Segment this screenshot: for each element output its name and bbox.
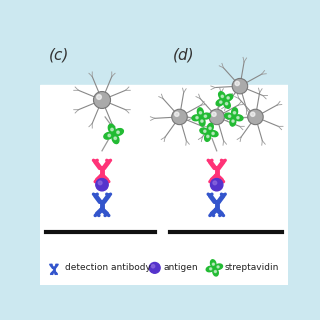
Circle shape <box>198 114 204 120</box>
Circle shape <box>213 181 217 185</box>
Circle shape <box>232 78 248 94</box>
Circle shape <box>97 95 101 100</box>
Circle shape <box>199 112 202 114</box>
Circle shape <box>175 112 179 116</box>
Circle shape <box>214 270 216 273</box>
Text: streptavidin: streptavidin <box>224 263 279 272</box>
Circle shape <box>237 116 239 119</box>
Ellipse shape <box>225 113 233 119</box>
Circle shape <box>117 131 119 133</box>
Circle shape <box>228 115 231 117</box>
Circle shape <box>206 129 212 135</box>
Bar <box>40 84 288 239</box>
Circle shape <box>110 131 117 137</box>
Text: (c): (c) <box>49 48 70 63</box>
Circle shape <box>96 179 108 191</box>
Circle shape <box>210 268 212 270</box>
Circle shape <box>212 112 216 116</box>
Circle shape <box>248 109 263 124</box>
Ellipse shape <box>199 118 205 126</box>
Circle shape <box>204 115 207 117</box>
Ellipse shape <box>235 115 243 121</box>
Circle shape <box>220 101 222 103</box>
Ellipse shape <box>211 260 216 267</box>
Circle shape <box>225 102 228 105</box>
Ellipse shape <box>112 134 119 144</box>
Ellipse shape <box>202 113 210 119</box>
Circle shape <box>201 120 203 122</box>
Circle shape <box>217 266 219 268</box>
Circle shape <box>149 262 160 273</box>
Circle shape <box>212 265 217 270</box>
Ellipse shape <box>216 99 224 106</box>
Circle shape <box>204 130 206 132</box>
Ellipse shape <box>108 124 115 133</box>
Ellipse shape <box>204 133 211 141</box>
Circle shape <box>114 137 116 140</box>
Ellipse shape <box>213 268 218 276</box>
Circle shape <box>232 120 234 122</box>
Bar <box>40 237 288 285</box>
Text: antigen: antigen <box>163 263 198 272</box>
Circle shape <box>151 265 155 268</box>
Circle shape <box>221 95 223 98</box>
Circle shape <box>221 97 228 103</box>
Circle shape <box>227 97 229 99</box>
Ellipse shape <box>206 266 214 272</box>
Circle shape <box>93 92 110 108</box>
Ellipse shape <box>197 108 203 116</box>
Text: detection antibody: detection antibody <box>65 263 151 272</box>
Circle shape <box>108 134 110 137</box>
Circle shape <box>209 127 211 129</box>
Circle shape <box>209 109 224 124</box>
Ellipse shape <box>230 118 236 126</box>
Circle shape <box>98 181 102 185</box>
Ellipse shape <box>225 94 233 101</box>
Text: (d): (d) <box>173 48 195 63</box>
Ellipse shape <box>219 92 225 100</box>
Circle shape <box>172 109 187 124</box>
Ellipse shape <box>207 123 213 132</box>
Ellipse shape <box>224 100 230 108</box>
Ellipse shape <box>210 131 218 137</box>
Ellipse shape <box>192 115 200 121</box>
Circle shape <box>235 81 239 86</box>
Circle shape <box>231 114 237 120</box>
Circle shape <box>212 263 214 265</box>
Circle shape <box>111 128 113 131</box>
Ellipse shape <box>114 129 124 135</box>
Circle shape <box>207 135 209 138</box>
Circle shape <box>212 132 214 135</box>
Ellipse shape <box>232 108 237 116</box>
Circle shape <box>196 116 198 119</box>
Ellipse shape <box>104 132 113 139</box>
Ellipse shape <box>215 264 222 269</box>
Circle shape <box>233 112 236 114</box>
Ellipse shape <box>200 128 208 134</box>
Circle shape <box>251 112 255 116</box>
Circle shape <box>211 179 223 191</box>
